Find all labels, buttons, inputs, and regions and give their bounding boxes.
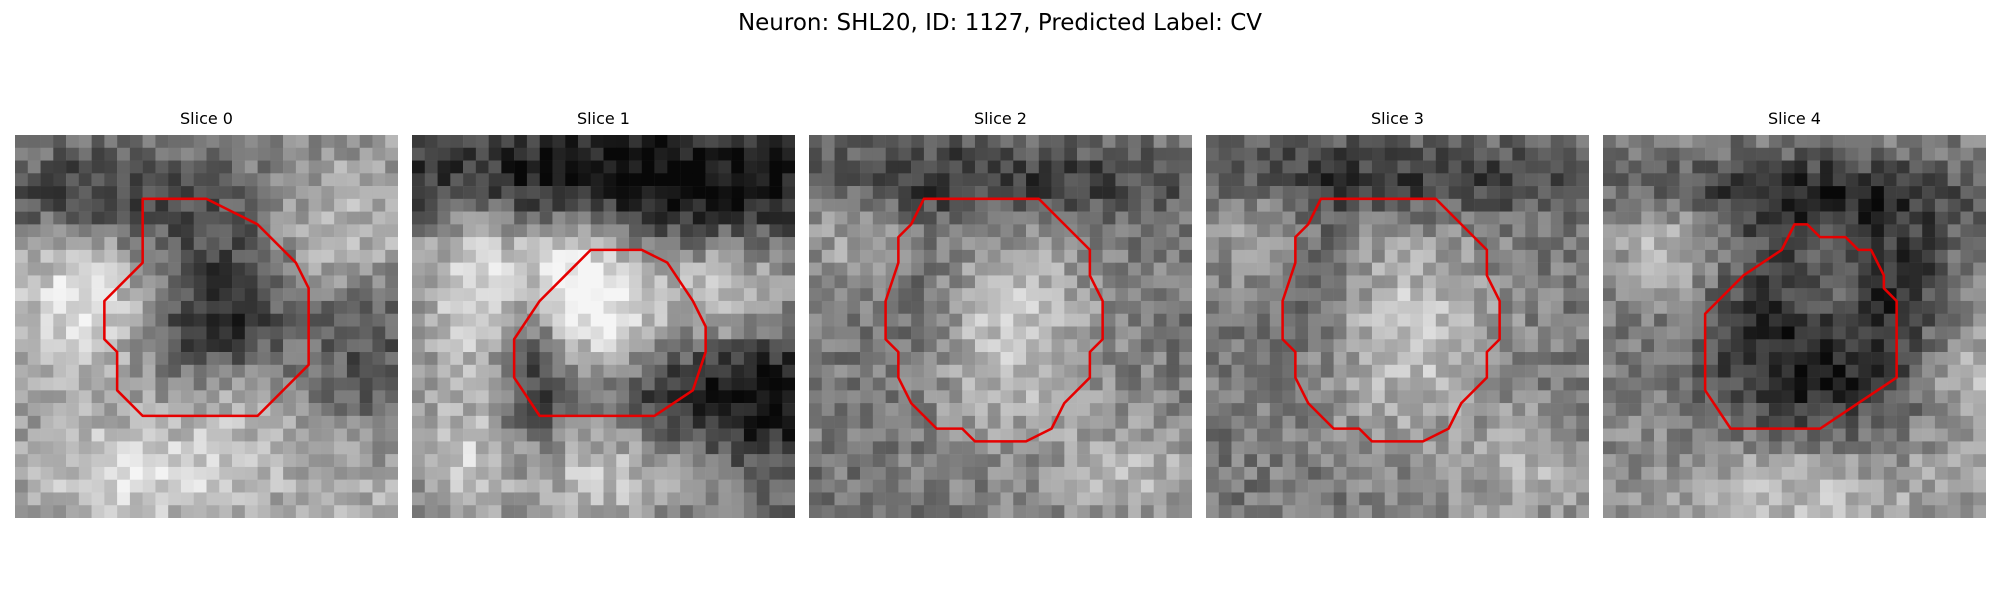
slice-panel-2: Slice 2 [809, 108, 1192, 518]
slice-title: Slice 0 [180, 109, 233, 128]
segmentation-contour [103, 197, 310, 418]
slice-panel-1: Slice 1 [412, 108, 795, 518]
slice-title: Slice 1 [577, 109, 630, 128]
segmentation-contour [1281, 197, 1501, 443]
microscopy-slice-image [1206, 135, 1589, 518]
figure-title: Neuron: SHL20, ID: 1127, Predicted Label… [737, 10, 1263, 36]
slice-panel-4: Slice 4 [1603, 108, 1986, 518]
microscopy-slice-image [1603, 135, 1986, 518]
microscopy-slice-image [412, 135, 795, 518]
slice-title: Slice 3 [1371, 109, 1424, 128]
segmentation-contour [512, 248, 707, 418]
slice-title: Slice 4 [1768, 109, 1821, 128]
slice-panels: Slice 0 Slice 1 Slice 2 Slice 3 Slice 4 [15, 108, 1986, 518]
segmentation-contour [1703, 223, 1898, 430]
pixel-grid [15, 135, 398, 518]
pixel-grid [1603, 135, 1986, 518]
slice-panel-0: Slice 0 [15, 108, 398, 518]
slice-panel-3: Slice 3 [1206, 108, 1589, 518]
microscopy-slice-image [15, 135, 398, 518]
pixel-grid [412, 135, 795, 518]
pixel-grid [809, 135, 1192, 518]
microscopy-slice-image [809, 135, 1192, 518]
pixel-grid [1206, 135, 1589, 518]
segmentation-contour [884, 197, 1104, 443]
slice-title: Slice 2 [974, 109, 1027, 128]
